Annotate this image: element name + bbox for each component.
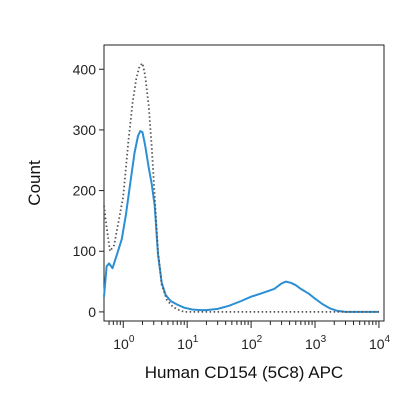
series-group	[103, 62, 379, 313]
plot-frame	[103, 44, 385, 322]
y-axis-title: Count	[25, 160, 44, 206]
y-tick-label: 100	[73, 243, 97, 259]
y-tick-label: 400	[73, 61, 97, 77]
y-tick-label: 300	[73, 122, 97, 138]
x-axis: 100 101 102 103 104	[108, 321, 391, 352]
control-histogram-line	[103, 62, 379, 313]
x-tick-label: 102	[241, 334, 263, 352]
x-tick-label: 104	[369, 334, 391, 352]
stained-histogram-line	[103, 130, 379, 313]
y-axis: 0 100 200 300 400	[73, 61, 104, 320]
x-axis-title: Human CD154 (5C8) APC	[145, 363, 343, 382]
y-tick-label: 200	[73, 183, 97, 199]
x-tick-label: 103	[305, 334, 327, 352]
x-tick-label: 100	[113, 334, 135, 352]
y-tick-label: 0	[88, 304, 96, 320]
x-tick-label: 101	[177, 334, 199, 352]
